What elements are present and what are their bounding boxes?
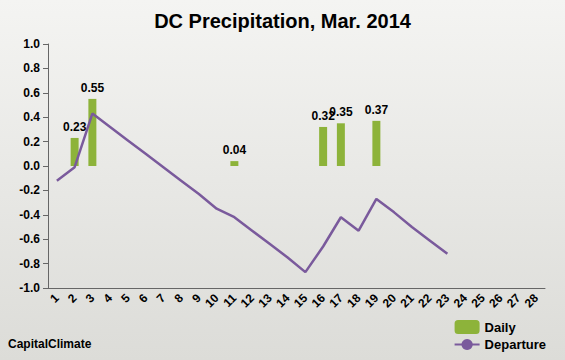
svg-text:7: 7 bbox=[154, 291, 169, 306]
svg-text:0.55: 0.55 bbox=[81, 81, 105, 95]
svg-text:1.0: 1.0 bbox=[23, 37, 40, 51]
svg-text:26: 26 bbox=[486, 291, 506, 311]
svg-text:13: 13 bbox=[255, 291, 275, 311]
svg-text:11: 11 bbox=[220, 291, 240, 310]
svg-text:28: 28 bbox=[522, 291, 542, 311]
svg-text:0.6: 0.6 bbox=[23, 86, 40, 100]
svg-text:1: 1 bbox=[47, 291, 62, 306]
svg-text:CapitalClimate: CapitalClimate bbox=[8, 337, 92, 351]
svg-text:DC Precipitation, Mar. 2014: DC Precipitation, Mar. 2014 bbox=[154, 10, 412, 32]
svg-text:-0.4: -0.4 bbox=[19, 208, 40, 222]
svg-text:2: 2 bbox=[65, 291, 80, 306]
svg-text:-0.6: -0.6 bbox=[19, 232, 40, 246]
svg-text:0.04: 0.04 bbox=[223, 143, 247, 157]
svg-text:0.2: 0.2 bbox=[23, 135, 40, 149]
svg-text:23: 23 bbox=[433, 291, 453, 311]
svg-text:4: 4 bbox=[100, 291, 115, 306]
svg-text:-0.2: -0.2 bbox=[19, 183, 40, 197]
svg-text:3: 3 bbox=[83, 291, 98, 306]
svg-text:0.8: 0.8 bbox=[23, 61, 40, 75]
svg-text:24: 24 bbox=[450, 291, 471, 311]
svg-text:-0.8: -0.8 bbox=[19, 257, 40, 271]
svg-text:21: 21 bbox=[397, 291, 417, 311]
svg-text:8: 8 bbox=[171, 291, 186, 306]
svg-text:20: 20 bbox=[379, 291, 400, 311]
svg-text:27: 27 bbox=[504, 291, 524, 311]
svg-text:16: 16 bbox=[308, 291, 329, 311]
svg-text:10: 10 bbox=[202, 291, 222, 311]
svg-text:0.23: 0.23 bbox=[63, 120, 87, 134]
svg-text:12: 12 bbox=[237, 291, 258, 311]
svg-text:Daily: Daily bbox=[485, 320, 517, 335]
svg-text:14: 14 bbox=[273, 291, 293, 311]
svg-text:0.37: 0.37 bbox=[365, 103, 389, 117]
svg-text:5: 5 bbox=[118, 291, 133, 306]
svg-text:Departure: Departure bbox=[485, 337, 546, 352]
svg-text:0.32: 0.32 bbox=[311, 109, 335, 123]
svg-text:15: 15 bbox=[291, 291, 311, 311]
svg-text:17: 17 bbox=[326, 291, 346, 311]
svg-text:-1.0: -1.0 bbox=[19, 281, 40, 295]
svg-text:9: 9 bbox=[189, 291, 204, 306]
svg-text:25: 25 bbox=[468, 291, 488, 311]
svg-text:22: 22 bbox=[415, 291, 435, 311]
svg-text:0.0: 0.0 bbox=[23, 159, 40, 173]
svg-text:19: 19 bbox=[362, 291, 382, 311]
svg-text:0.35: 0.35 bbox=[329, 105, 353, 119]
svg-text:18: 18 bbox=[344, 291, 364, 311]
svg-text:6: 6 bbox=[136, 291, 151, 306]
svg-text:0.4: 0.4 bbox=[23, 110, 40, 124]
